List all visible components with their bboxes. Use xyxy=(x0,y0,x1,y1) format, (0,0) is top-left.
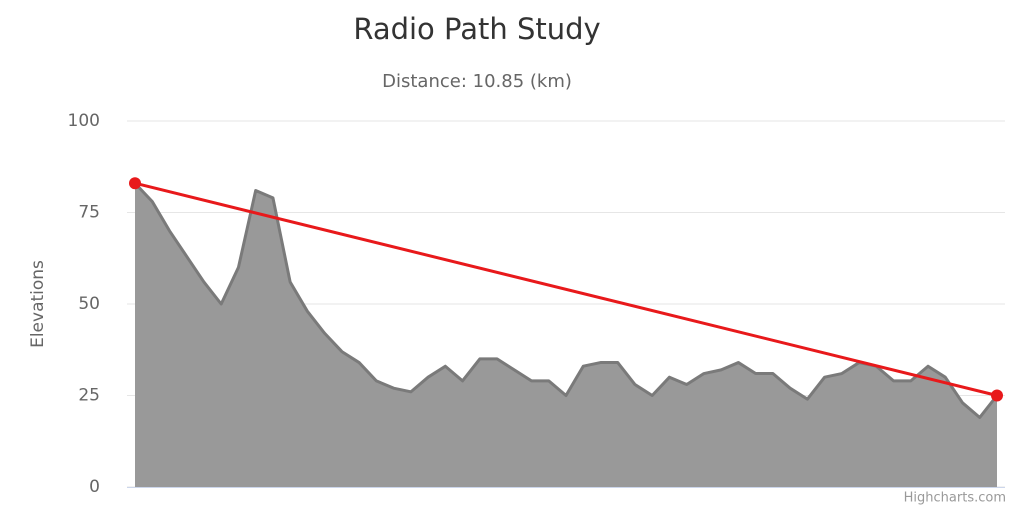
marker xyxy=(991,389,1003,402)
y-tick-label: 100 xyxy=(68,111,100,131)
y-tick-label: 0 xyxy=(89,477,100,497)
credits: Highcharts.com xyxy=(904,491,1006,506)
chart-subtitle: Distance: 10.85 (km) xyxy=(382,71,572,92)
area-fill xyxy=(135,183,997,487)
y-tick-label: 50 xyxy=(78,294,100,314)
y-tick-label: 75 xyxy=(78,203,100,223)
y-tick-label: 25 xyxy=(78,386,100,406)
y-axis-title: Elevations xyxy=(28,260,48,348)
area-line xyxy=(133,182,999,419)
marker xyxy=(129,177,141,190)
chart-title: Radio Path Study xyxy=(353,12,600,46)
line xyxy=(134,181,998,397)
